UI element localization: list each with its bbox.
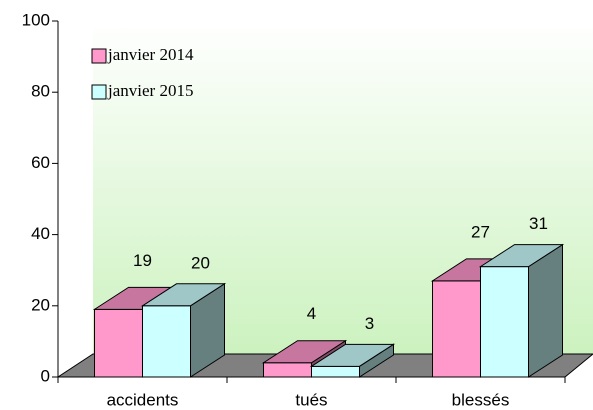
y-tick-label: 60 (31, 153, 50, 172)
bar-top (140, 283, 227, 307)
legend-label: janvier 2015 (107, 81, 193, 100)
x-tick-label: blessés (452, 390, 510, 409)
x-tick-label: accidents (107, 390, 179, 409)
legend-label: janvier 2014 (107, 45, 194, 64)
bar (263, 362, 312, 378)
bar-top (261, 340, 348, 364)
value-label: 31 (529, 214, 548, 233)
value-label: 4 (307, 304, 316, 323)
bar (432, 280, 481, 378)
legend-swatch (91, 84, 107, 100)
y-tick-label: 0 (41, 366, 50, 385)
bar (94, 308, 143, 378)
y-tick-label: 40 (31, 224, 50, 243)
bar (311, 365, 360, 378)
bar (142, 305, 191, 378)
value-label: 20 (191, 253, 210, 272)
bar-top (478, 244, 565, 268)
x-tick-label: tués (295, 390, 327, 409)
value-label: 19 (133, 251, 152, 270)
y-tick-label: 80 (31, 82, 50, 101)
legend-swatch (91, 48, 107, 64)
value-label: 27 (471, 222, 490, 241)
bar (480, 266, 529, 378)
y-tick-label: 100 (22, 10, 50, 29)
bar-top (309, 343, 396, 367)
bar-side (528, 243, 563, 378)
value-label: 3 (365, 314, 374, 333)
y-tick-label: 20 (31, 295, 50, 314)
